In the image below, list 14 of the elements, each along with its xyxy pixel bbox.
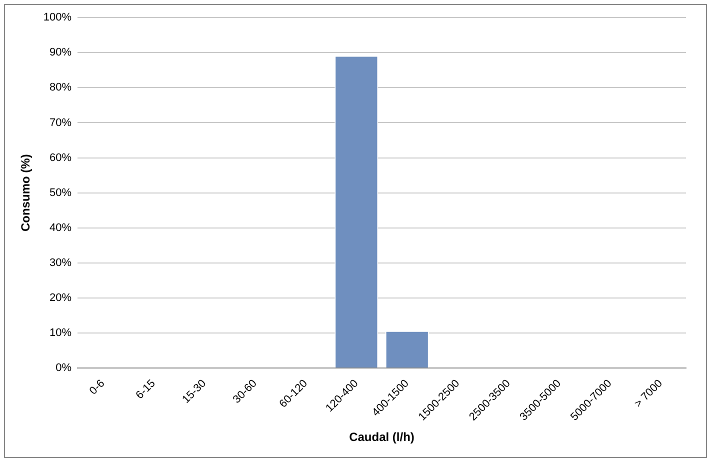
y-tick-label: 70% (50, 116, 72, 129)
x-tick-label: 0-6 (87, 378, 108, 398)
y-tick-label: 100% (43, 12, 72, 24)
y-tick-label: 20% (50, 292, 72, 304)
y-axis-title: Consumo (%) (18, 154, 33, 232)
y-tick-label: 50% (50, 186, 72, 199)
y-tick-label: 80% (50, 82, 72, 94)
y-tick-label: 60% (50, 152, 72, 164)
y-tick-label: 30% (50, 256, 72, 269)
y-tick-label: 10% (50, 327, 72, 340)
y-tick-label: 90% (50, 46, 72, 59)
x-axis-title: Caudal (l/h) (349, 430, 414, 444)
y-tick-label: 0% (56, 362, 72, 374)
y-tick-label: 40% (50, 222, 72, 234)
